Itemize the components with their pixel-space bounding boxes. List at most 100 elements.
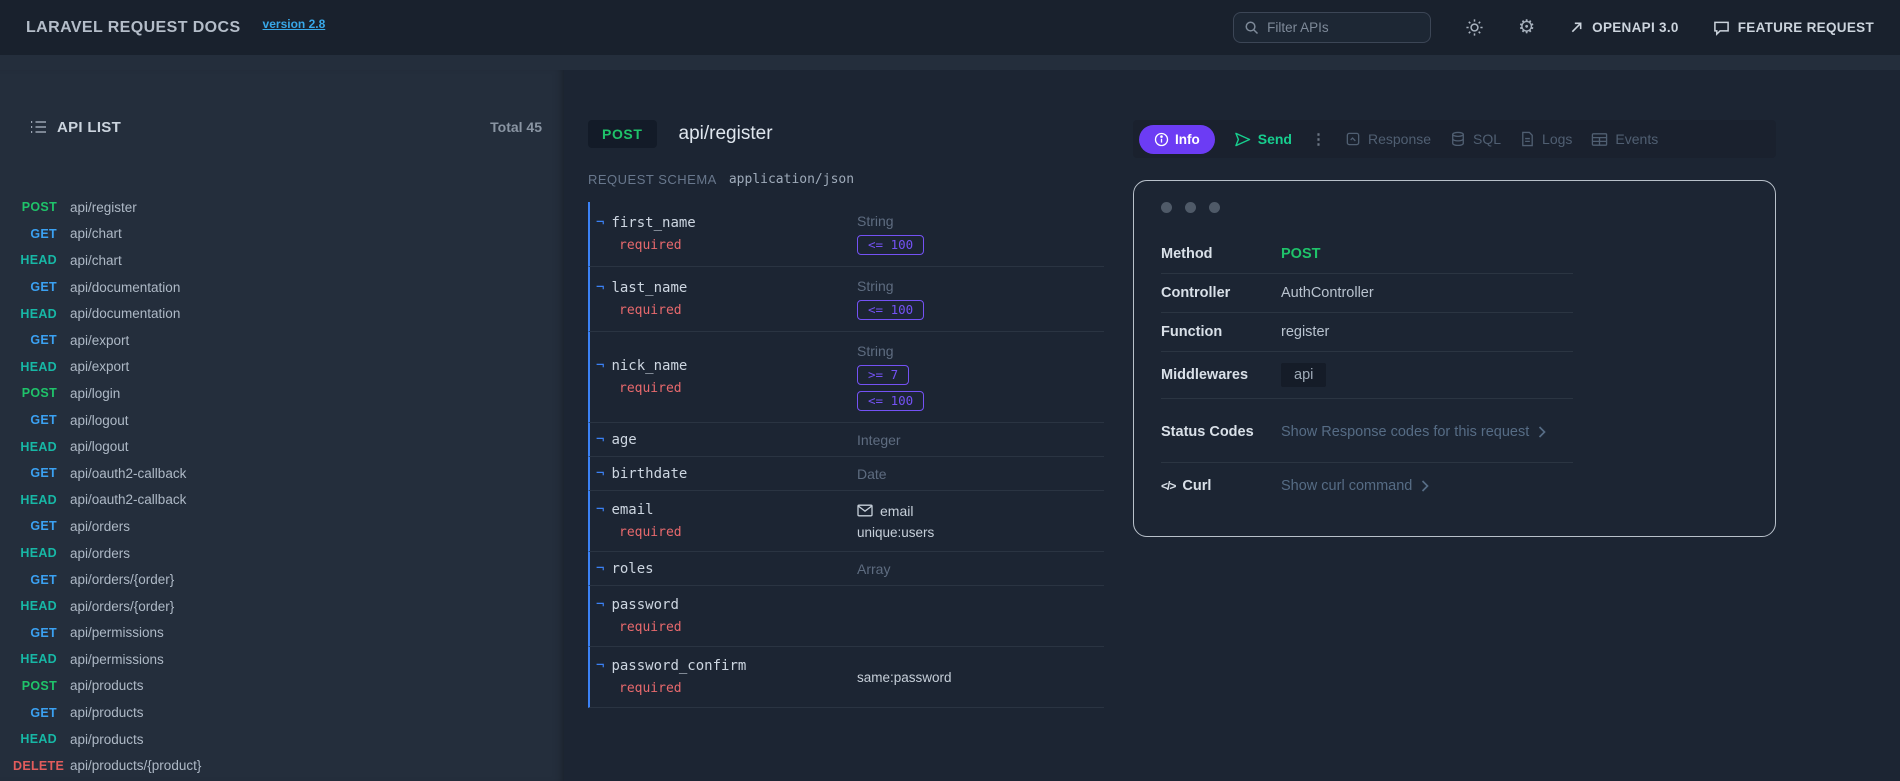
more-menu-icon[interactable]: ⋮ <box>1310 131 1326 148</box>
api-list-item[interactable]: HEAD api/oauth2-callback <box>0 487 564 514</box>
database-icon <box>1450 131 1466 147</box>
api-method: POST <box>21 200 57 215</box>
api-list-item[interactable]: GET api/orders <box>0 513 564 540</box>
api-list-item[interactable]: HEAD api/export <box>0 354 564 381</box>
tab-logs[interactable]: Logs <box>1520 131 1572 147</box>
feature-request-link[interactable]: FEATURE REQUEST <box>1713 20 1874 36</box>
version-link[interactable]: version 2.8 <box>262 16 326 31</box>
api-list-item[interactable]: GET api/permissions <box>0 620 564 647</box>
api-path: api/orders <box>70 545 131 561</box>
tab-events[interactable]: Events <box>1591 131 1658 147</box>
required-flag: required <box>619 238 682 253</box>
search-icon <box>1244 20 1259 35</box>
info-row-controller: Controller AuthController <box>1161 279 1775 307</box>
content-type: application/json <box>728 172 855 187</box>
api-path: api/register <box>70 199 137 215</box>
show-response-codes-link[interactable]: Show Response codes for this request <box>1281 424 1546 440</box>
api-list-item[interactable]: HEAD api/chart <box>0 247 564 274</box>
app-title: LARAVEL REQUEST DOCS <box>26 18 241 36</box>
field-row: ¬ roles Array <box>588 552 1104 586</box>
api-list-item[interactable]: GET api/logout <box>0 407 564 434</box>
api-path: api/chart <box>70 226 122 242</box>
field-name: ¬ first_name <box>596 215 696 231</box>
api-list-item[interactable]: GET api/export <box>0 327 564 354</box>
api-method: GET <box>30 226 57 241</box>
field-row: ¬ password required <box>588 586 1104 647</box>
field-prefix-icon: ¬ <box>596 215 605 231</box>
api-list-item[interactable]: GET api/products <box>0 699 564 726</box>
tab-sql[interactable]: SQL <box>1450 131 1501 147</box>
curl-row: </> Curl Show curl command <box>1161 472 1775 500</box>
api-list-item[interactable]: POST api/products <box>0 673 564 700</box>
info-row-method: Method POST <box>1161 240 1775 268</box>
api-method: GET <box>30 519 57 534</box>
info-row-function: Function register <box>1161 318 1775 346</box>
field-row: ¬ email required email unique:users <box>588 491 1104 552</box>
page-body: API LIST Total 45 POST api/register GET api… <box>0 70 1900 781</box>
window-dot <box>1209 202 1220 213</box>
field-row: ¬ nick_name required String >= 7 <= 100 <box>588 332 1104 423</box>
required-flag: required <box>619 620 682 635</box>
api-list-item[interactable]: GET api/chart <box>0 221 564 248</box>
api-list-item[interactable]: POST api/register <box>0 194 564 221</box>
api-list-sidebar: API LIST Total 45 POST api/register GET api… <box>0 70 564 781</box>
api-path: api/login <box>70 385 121 401</box>
api-list: POST api/register GET api/chart HEAD api/char… <box>0 194 564 779</box>
api-path: api/orders <box>70 518 131 534</box>
api-path: api/permissions <box>70 625 164 641</box>
main-content: POST api/register REQUEST SCHEMA applica… <box>564 70 1900 781</box>
window-dot <box>1185 202 1196 213</box>
status-codes-row: Status Codes Show Response codes for thi… <box>1161 418 1775 446</box>
api-method: GET <box>30 705 57 720</box>
filter-apis-search[interactable] <box>1233 12 1432 43</box>
api-list-item[interactable]: HEAD api/logout <box>0 433 564 460</box>
window-dots <box>1161 202 1775 213</box>
info-row-middlewares: Middlewares api <box>1161 357 1775 393</box>
openapi-link[interactable]: OPENAPI 3.0 <box>1569 20 1679 35</box>
api-list-item[interactable]: HEAD api/orders <box>0 540 564 567</box>
code-icon: </> <box>1161 479 1176 493</box>
api-list-item[interactable]: HEAD api/orders/{order} <box>0 593 564 620</box>
api-method: POST <box>21 678 57 693</box>
settings-gear-icon[interactable]: ⚙ <box>1518 17 1536 38</box>
show-curl-command-link[interactable]: Show curl command <box>1281 478 1430 494</box>
info-label: Controller <box>1161 285 1231 301</box>
field-row: ¬ birthdate Date <box>588 457 1104 491</box>
api-path: api/oauth2-callback <box>70 465 187 481</box>
divider <box>1161 398 1573 399</box>
api-path: api/orders/{order} <box>70 598 175 614</box>
required-flag: required <box>619 525 682 540</box>
api-path: api/logout <box>70 439 129 455</box>
tab-response[interactable]: Response <box>1345 131 1431 147</box>
api-list-item[interactable]: GET api/documentation <box>0 274 564 301</box>
window-dot <box>1161 202 1172 213</box>
request-schema-label: REQUEST SCHEMA <box>588 172 717 187</box>
theme-toggle-sun-icon[interactable] <box>1465 18 1484 37</box>
api-list-item[interactable]: DELETE api/products/{product} <box>0 752 564 779</box>
api-list-item[interactable]: HEAD api/permissions <box>0 646 564 673</box>
curl-label: </> Curl <box>1161 478 1212 494</box>
api-list-item[interactable]: HEAD api/documentation <box>0 300 564 327</box>
api-list-item[interactable]: GET api/oauth2-callback <box>0 460 564 487</box>
validation-badge: <= 100 <box>857 235 925 255</box>
api-list-item[interactable]: POST api/login <box>0 380 564 407</box>
field-prefix-icon: ¬ <box>596 560 605 577</box>
field-name: ¬ age <box>596 431 637 448</box>
api-method: HEAD <box>20 306 57 321</box>
api-path: api/export <box>70 332 130 348</box>
send-button[interactable]: Send <box>1234 131 1292 147</box>
search-input[interactable] <box>1267 20 1408 35</box>
info-button[interactable]: Info <box>1139 124 1215 154</box>
info-value: POST <box>1281 246 1321 262</box>
api-method: DELETE <box>13 758 65 773</box>
api-list-item[interactable]: GET api/orders/{order} <box>0 566 564 593</box>
api-method: HEAD <box>20 439 57 454</box>
api-list-item[interactable]: HEAD api/products <box>0 726 564 753</box>
request-info-rows: Method POST Controller AuthController Functi… <box>1161 240 1775 399</box>
api-method: HEAD <box>20 652 57 667</box>
field-row: ¬ first_name required String <= 100 <box>588 202 1104 267</box>
endpoint-panel: POST api/register REQUEST SCHEMA applica… <box>564 70 1128 781</box>
api-method: HEAD <box>20 253 57 268</box>
topbar-actions: ⚙ OPENAPI 3.0 FEATURE REQUEST <box>1233 12 1874 43</box>
validation-badge: <= 100 <box>857 300 925 320</box>
